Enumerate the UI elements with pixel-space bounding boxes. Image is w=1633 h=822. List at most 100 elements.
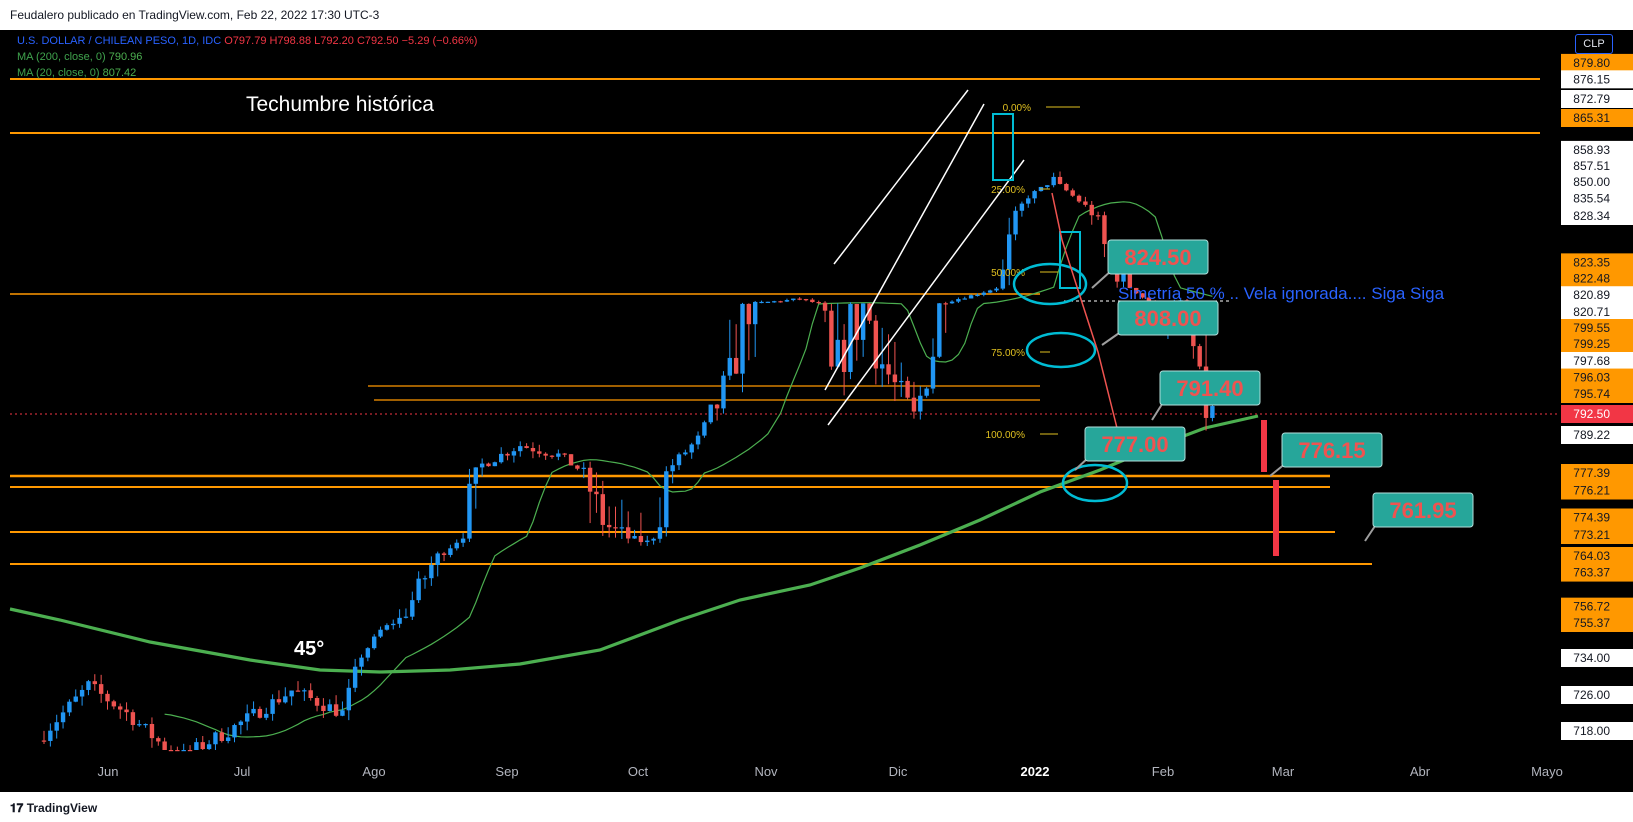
candle-body	[79, 689, 85, 697]
channel-line	[824, 103, 985, 391]
projection-line	[1051, 192, 1119, 433]
candle-body	[664, 471, 669, 528]
time-axis-label: Jul	[234, 764, 251, 779]
callout-box	[1107, 239, 1209, 275]
candle-body	[365, 648, 371, 658]
candle-body	[1146, 297, 1152, 301]
candle-body	[714, 404, 720, 409]
candle-body	[530, 448, 536, 452]
candle-body	[518, 446, 523, 452]
candle-body	[1051, 176, 1056, 186]
price-axis-label: 858.93	[1573, 143, 1610, 157]
price-chart[interactable]: 0.00% 25.00% 50.00% 75.00% 100.00% 824.50 808.…	[0, 30, 1633, 792]
cyan-ellipse-marker	[1061, 463, 1129, 503]
publisher-bar: Feudalero publicado en TradingView.com, …	[0, 0, 1633, 30]
candle-body	[549, 455, 555, 457]
price-axis-label: 872.79	[1573, 92, 1610, 106]
callout-box	[1159, 370, 1261, 406]
candle-body	[835, 339, 840, 367]
candle-body	[733, 357, 739, 374]
tradingview-icon: 𝟏𝟕	[10, 801, 27, 815]
candle-body	[765, 301, 771, 303]
price-axis-tag	[1561, 90, 1633, 108]
candle-body	[626, 527, 631, 539]
candle-body	[695, 435, 701, 445]
price-axis-label: 777.39	[1573, 466, 1610, 480]
price-axis-tag	[1561, 109, 1633, 127]
candle-body	[810, 299, 815, 303]
candle-body	[880, 364, 885, 369]
candle-body	[1045, 185, 1050, 187]
candle-body	[86, 681, 91, 690]
candle-body	[1057, 176, 1063, 184]
ma20-line	[164, 201, 1213, 738]
price-axis-tag	[1561, 335, 1633, 354]
ma20-value: 807.42	[102, 67, 137, 79]
price-axis-label: 799.25	[1573, 337, 1610, 351]
candle-body	[1140, 293, 1145, 298]
candle-body	[391, 623, 396, 626]
candle-body	[321, 705, 326, 712]
candle-body	[981, 292, 986, 295]
candle-body	[372, 636, 377, 649]
candle-body	[987, 290, 993, 293]
price-axis-label: 876.15	[1573, 72, 1610, 86]
time-axis-label: Oct	[628, 764, 649, 779]
price-axis-label: 799.55	[1573, 321, 1610, 335]
candle-body	[314, 697, 320, 706]
price-axis-label: 828.34	[1573, 209, 1610, 223]
candle-body	[1064, 183, 1069, 191]
candle-body	[225, 737, 231, 741]
price-axis-tag	[1561, 53, 1633, 72]
candle-body	[581, 467, 586, 469]
candle-body	[949, 301, 955, 304]
candle-body	[499, 453, 504, 463]
candle-body	[378, 629, 383, 637]
candle-body	[791, 298, 796, 301]
price-axis-label: 820.89	[1573, 288, 1610, 302]
candle-body	[1013, 210, 1018, 235]
candle-body	[873, 320, 879, 369]
price-axis-label: 823.35	[1573, 255, 1610, 269]
candle-body	[670, 465, 675, 472]
candle-body	[1070, 190, 1075, 196]
candle-body	[956, 299, 961, 302]
candle-body	[803, 299, 809, 301]
price-axis-label: 820.71	[1573, 305, 1610, 319]
price-axis-label: 879.80	[1573, 56, 1610, 70]
candle-body	[505, 453, 510, 456]
time-axis-label: Nov	[754, 764, 778, 779]
ma20-legend: MA (20, close, 0) 807.42	[17, 67, 136, 79]
price-axis-label: 797.68	[1573, 354, 1610, 368]
candle-body	[740, 303, 745, 374]
candle-body	[194, 742, 199, 750]
price-axis-tag	[1561, 207, 1633, 225]
candle-body	[702, 422, 707, 436]
candle-body	[1019, 203, 1025, 211]
candle-body	[60, 712, 66, 723]
candle-body	[276, 699, 282, 703]
price-axis-label: 776.21	[1573, 484, 1610, 498]
candle-body	[753, 301, 758, 325]
candle-body	[416, 578, 421, 601]
price-axis-label: 718.00	[1573, 724, 1610, 738]
candle-body	[384, 625, 390, 630]
candle-body	[137, 724, 142, 726]
candle-body	[886, 364, 891, 375]
candle-body	[1121, 270, 1126, 282]
currency-badge[interactable]: CLP	[1575, 34, 1613, 54]
candle-body	[41, 740, 47, 742]
price-axis-label: 763.37	[1573, 566, 1610, 580]
time-axis-label: Mayo	[1531, 764, 1563, 779]
candle-body	[1095, 215, 1101, 217]
price-axis-label: 734.00	[1573, 651, 1610, 665]
candle-body	[829, 310, 834, 367]
candle-body	[270, 699, 275, 714]
candle-body	[289, 690, 294, 697]
candle-body	[492, 462, 498, 467]
candle-body	[575, 465, 580, 469]
candle-body	[232, 725, 237, 738]
callout-box	[1281, 432, 1383, 468]
price-axis-label: 726.00	[1573, 688, 1610, 702]
price-axis-label: 822.48	[1573, 271, 1610, 285]
